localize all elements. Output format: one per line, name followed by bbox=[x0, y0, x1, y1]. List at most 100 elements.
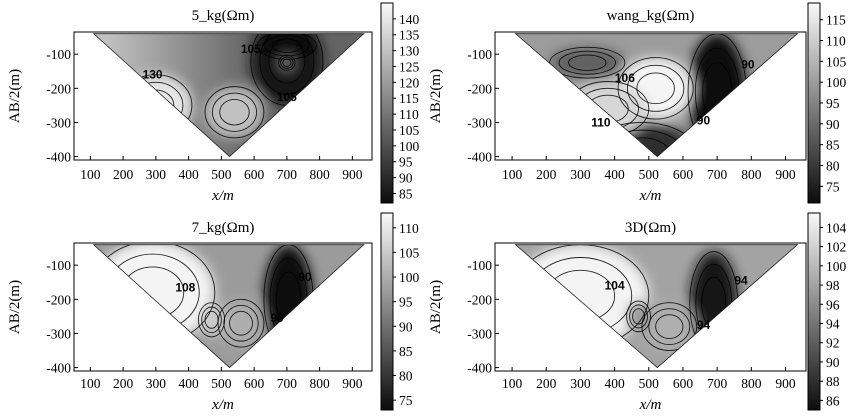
y-axis-label: AB/2(m) bbox=[7, 280, 23, 334]
x-tick-label: 600 bbox=[244, 376, 265, 391]
y-tick-label: -400 bbox=[467, 150, 492, 165]
contour-line bbox=[229, 310, 253, 336]
y-tick-label: -400 bbox=[467, 361, 492, 376]
y-tick-label: -300 bbox=[467, 115, 492, 130]
panel-1: 106 110 90 90 100 200 300 400 500 600 700 800 900 -10… bbox=[428, 2, 847, 204]
y-tick-label: -100 bbox=[467, 47, 492, 62]
contour-line bbox=[636, 72, 675, 105]
x-tick-label: 400 bbox=[178, 167, 199, 182]
x-tick-label: 300 bbox=[570, 376, 591, 391]
y-tick-label: -300 bbox=[46, 326, 71, 341]
x-tick-label: 600 bbox=[244, 167, 265, 182]
chart-title: 5_kg(Ωm) bbox=[192, 8, 255, 24]
colorbar-tick-label: 100 bbox=[399, 139, 420, 154]
colorbar-tick-label: 95 bbox=[399, 295, 413, 310]
contour-line bbox=[264, 34, 310, 57]
contour-line bbox=[626, 300, 651, 333]
colorbar-tick-label: 85 bbox=[826, 138, 840, 153]
x-tick-label: 400 bbox=[604, 376, 625, 391]
colorbar-tick-label: 95 bbox=[399, 155, 413, 170]
colorbar-tick-label: 100 bbox=[826, 75, 847, 90]
colorbar-tick-label: 110 bbox=[399, 107, 419, 122]
colorbar-tick-label: 96 bbox=[826, 297, 840, 312]
x-tick-label: 900 bbox=[342, 376, 363, 391]
contour-line bbox=[617, 57, 694, 120]
contour-label: 90 bbox=[298, 270, 312, 284]
anomaly-2 bbox=[641, 302, 697, 351]
contour-line bbox=[629, 304, 648, 329]
x-tick-label: 900 bbox=[775, 167, 796, 182]
colorbar-tick-label: 86 bbox=[826, 393, 840, 408]
contour-line bbox=[632, 308, 645, 325]
contour-line bbox=[568, 54, 607, 71]
x-tick-label: 200 bbox=[536, 376, 557, 391]
colorbar-tick-label: 125 bbox=[399, 59, 420, 74]
y-tick-label: -200 bbox=[46, 292, 71, 307]
contour-label: 90 bbox=[270, 311, 284, 325]
y-tick-label: -400 bbox=[46, 361, 71, 376]
x-tick-label: 900 bbox=[342, 167, 363, 182]
contour-line bbox=[197, 302, 226, 338]
contour-line bbox=[626, 64, 685, 112]
x-tick-label: 800 bbox=[741, 167, 762, 182]
x-tick-label: 100 bbox=[80, 376, 101, 391]
colorbar-tick-label: 104 bbox=[826, 220, 847, 235]
x-tick-label: 100 bbox=[502, 167, 523, 182]
x-tick-label: 300 bbox=[146, 167, 167, 182]
colorbar bbox=[807, 2, 821, 204]
colorbar-tick-label: 80 bbox=[399, 369, 413, 384]
x-tick-label: 100 bbox=[80, 167, 101, 182]
colorbar-tick-label: 100 bbox=[399, 270, 420, 285]
x-tick-label: 800 bbox=[309, 167, 330, 182]
x-tick-label: 700 bbox=[277, 167, 298, 182]
colorbar-tick-label: 90 bbox=[826, 355, 840, 370]
colorbar-tick-label: 85 bbox=[399, 344, 413, 359]
contour-line bbox=[280, 56, 294, 69]
y-tick-label: -300 bbox=[46, 115, 71, 130]
section-outline bbox=[514, 33, 799, 158]
x-tick-label: 500 bbox=[211, 376, 232, 391]
colorbar-tick-label: 80 bbox=[826, 159, 840, 174]
x-tick-label: 200 bbox=[113, 167, 134, 182]
contour-line bbox=[259, 33, 315, 95]
colorbar-tick-label: 105 bbox=[399, 123, 420, 138]
contour-line bbox=[278, 54, 296, 71]
colorbar-tick-label: 115 bbox=[399, 91, 419, 106]
contour-label: 105 bbox=[277, 90, 297, 104]
colorbar-tick-label: 88 bbox=[826, 374, 840, 389]
contour-line bbox=[655, 314, 684, 340]
contour-label: 94 bbox=[734, 274, 748, 288]
y-tick-label: -100 bbox=[46, 258, 71, 273]
contour-label: 105 bbox=[241, 42, 261, 56]
colorbar-tick-label: 90 bbox=[399, 319, 413, 334]
colorbar-tick-label: 90 bbox=[826, 117, 840, 132]
chart-title: 7_kg(Ωm) bbox=[192, 220, 255, 236]
contour-label: 106 bbox=[615, 71, 635, 85]
x-tick-label: 500 bbox=[639, 167, 660, 182]
colorbar-tick-label: 110 bbox=[399, 221, 419, 236]
x-tick-label: 700 bbox=[277, 376, 298, 391]
y-tick-label: -200 bbox=[467, 292, 492, 307]
x-axis-label: x/m bbox=[639, 188, 662, 204]
contour-label: 108 bbox=[175, 280, 195, 294]
y-axis-label: AB/2(m) bbox=[7, 69, 23, 123]
panel-3: 104 94 94 100 200 300 400 500 600 700 800 900 -100 -2… bbox=[428, 212, 847, 413]
x-axis-label: x/m bbox=[211, 188, 234, 204]
x-tick-label: 700 bbox=[707, 376, 728, 391]
x-tick-label: 200 bbox=[536, 167, 557, 182]
x-tick-label: 600 bbox=[673, 376, 694, 391]
contour-line bbox=[204, 310, 219, 329]
colorbar-tick-label: 75 bbox=[826, 179, 840, 194]
anomaly-1 bbox=[204, 86, 264, 138]
colorbar-tick-label: 95 bbox=[826, 96, 840, 111]
contour-label: 104 bbox=[605, 279, 625, 293]
contour-line bbox=[201, 306, 222, 334]
y-axis-label: AB/2(m) bbox=[428, 280, 444, 334]
colorbar bbox=[807, 212, 821, 411]
y-tick-label: -400 bbox=[46, 150, 71, 165]
colorbar-tick-label: 110 bbox=[826, 34, 846, 49]
x-tick-label: 200 bbox=[113, 376, 134, 391]
colorbar-tick-label: 90 bbox=[399, 171, 413, 186]
